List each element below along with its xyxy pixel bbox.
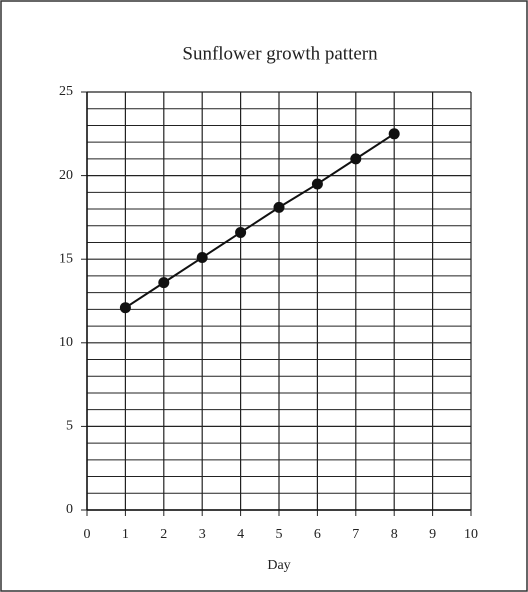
y-tick-label: 0 [66, 502, 73, 517]
x-tick-label: 5 [276, 527, 283, 542]
x-tick-label: 1 [122, 527, 129, 542]
x-tick-label: 8 [391, 527, 398, 542]
series-line [124, 132, 395, 309]
y-tick-label: 20 [59, 168, 73, 183]
point [158, 277, 170, 289]
x-tick-label: 2 [160, 527, 167, 542]
point [119, 302, 131, 314]
y-tick-label: 5 [66, 419, 73, 434]
x-tick-label: 0 [84, 527, 91, 542]
y-tick-label: 25 [59, 84, 73, 99]
x-axis-label: Day [267, 558, 290, 573]
x-tick-label: 6 [314, 527, 321, 542]
y-tick-label: 15 [59, 251, 73, 266]
point [350, 153, 362, 165]
x-tick-label: 7 [352, 527, 359, 542]
point [273, 201, 285, 213]
point [311, 178, 323, 190]
point [235, 226, 247, 238]
x-tick-label: 3 [199, 527, 206, 542]
point [388, 128, 400, 140]
chart-title: Sunflower growth pattern [182, 43, 378, 64]
point [196, 252, 208, 264]
y-tick-label: 10 [59, 335, 73, 350]
x-tick-label: 9 [429, 527, 436, 542]
x-tick-label: 10 [464, 527, 478, 542]
x-tick-label: 4 [237, 527, 244, 542]
